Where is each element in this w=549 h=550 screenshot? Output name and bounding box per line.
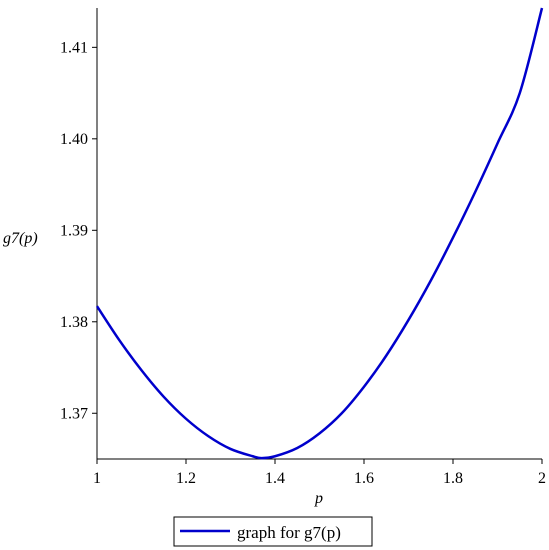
y-tick-label: 1.38 <box>60 314 88 331</box>
y-axis-label: g7(p) <box>3 230 38 247</box>
x-tick-label: 1.2 <box>176 470 196 487</box>
y-tick-label: 1.41 <box>60 39 88 56</box>
x-tick-label: 1 <box>93 470 101 487</box>
legend: graph for g7(p) <box>173 516 373 547</box>
y-tick-label: 1.37 <box>60 405 88 422</box>
x-axis-label: p <box>314 490 323 507</box>
y-tick-label: 1.40 <box>60 131 88 148</box>
axes <box>96 8 542 460</box>
x-tick-label: 1.4 <box>265 470 285 487</box>
ticks: 1 1.2 1.4 1.6 1.8 2 1.37 1.38 1.39 1.40 1.41 <box>60 39 546 487</box>
y-tick-label: 1.39 <box>60 222 88 239</box>
series-layer <box>95 7 544 460</box>
x-tick-label: 1.6 <box>354 470 374 487</box>
series-line-g7 <box>95 7 544 460</box>
legend-entry: graph for g7(p) <box>237 523 341 542</box>
x-tick-label: 2 <box>538 470 546 487</box>
x-tick-label: 1.8 <box>443 470 463 487</box>
